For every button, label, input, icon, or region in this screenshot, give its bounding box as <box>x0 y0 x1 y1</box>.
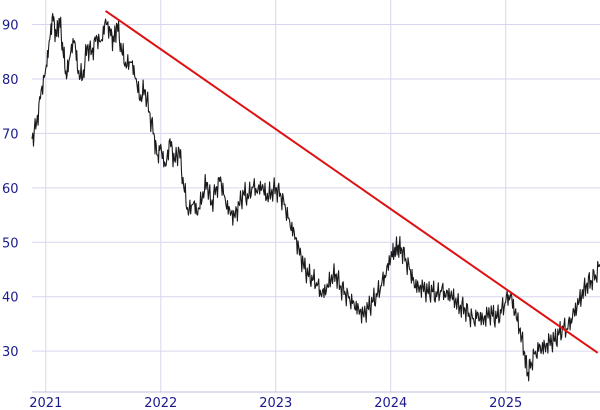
plot-area <box>32 0 600 392</box>
y-tick-label: 50 <box>2 236 19 251</box>
y-tick-label: 90 <box>2 19 19 34</box>
trendline-layer <box>105 10 599 354</box>
y-tick-label: 30 <box>2 345 19 360</box>
x-tick-label: 2024 <box>374 396 407 410</box>
x-tick-label: 2022 <box>144 396 177 410</box>
trendline-0 <box>105 10 599 354</box>
y-tick-label: 70 <box>2 127 19 142</box>
y-tick-label: 40 <box>2 291 19 306</box>
x-axis-tick-labels: 2021 2022 2023 2024 2025 <box>29 396 522 410</box>
y-axis-tick-labels: 30 40 50 60 70 80 90 <box>2 19 19 361</box>
y-tick-label: 80 <box>2 73 19 88</box>
x-tick-label: 2025 <box>489 396 522 410</box>
y-tick-label: 60 <box>2 182 19 197</box>
x-tick-label: 2021 <box>29 396 62 410</box>
x-tick-label: 2023 <box>259 396 292 410</box>
